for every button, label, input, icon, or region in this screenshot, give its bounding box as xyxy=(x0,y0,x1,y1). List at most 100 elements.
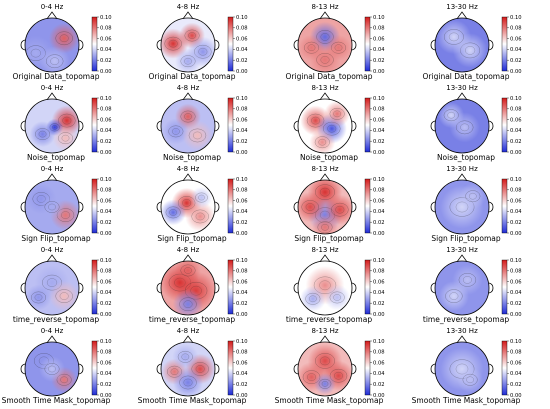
band-title: 0-4 Hz xyxy=(40,3,64,11)
topomap-head xyxy=(293,92,357,154)
contour-line xyxy=(301,200,319,214)
left-ear xyxy=(156,120,162,132)
colorbar-gradient xyxy=(501,259,508,315)
left-ear xyxy=(156,201,162,213)
contour-line xyxy=(60,376,68,384)
colorbar-tick-label: 0.08 xyxy=(510,26,522,32)
left-ear xyxy=(156,363,162,375)
colorbar-tick-label: 0.00 xyxy=(510,393,522,399)
band-title: 13-30 Hz xyxy=(446,165,478,173)
contour-line xyxy=(317,221,333,234)
colorbar-tick-label: 0.00 xyxy=(236,231,248,237)
contour-line xyxy=(447,111,455,119)
topomap-head xyxy=(293,173,357,235)
colorbar-tick-label: 0.02 xyxy=(510,139,522,145)
left-ear xyxy=(156,282,162,294)
topomap-panel: 13-30 Hz 0.00 0.02 0.04 0.06 0.08 0.10 Sign Fli… xyxy=(424,165,549,247)
topomap-blob xyxy=(309,129,336,153)
colorbar-tick-label: 0.04 xyxy=(236,209,248,215)
colorbar: 0.00 0.02 0.04 0.06 0.08 0.10 xyxy=(227,339,248,399)
right-ear xyxy=(78,39,84,51)
band-title: 0-4 Hz xyxy=(40,327,64,335)
colorbar-tick-label: 0.10 xyxy=(236,15,248,21)
contour-line xyxy=(333,110,341,118)
colorbar-tick-label: 0.04 xyxy=(236,371,248,377)
topomap-panel: 0-4 Hz 0.00 0.02 0.04 0.06 0.08 0.10 Sign Flip_… xyxy=(14,165,139,247)
topomap-panel: 13-30 Hz 0.00 0.02 0.04 0.06 0.08 0.10 time_rev… xyxy=(423,246,549,328)
colorbar-tick-label: 0.10 xyxy=(373,177,385,183)
topomap-head xyxy=(20,254,84,316)
contour-line xyxy=(443,109,459,122)
colorbar-tick-label: 0.06 xyxy=(510,198,522,204)
colorbar-tick-label: 0.04 xyxy=(373,209,385,215)
colorbar: 0.00 0.02 0.04 0.06 0.08 0.10 xyxy=(364,177,385,237)
nose-marker xyxy=(182,11,194,20)
colorbar-tick-label: 0.00 xyxy=(510,150,522,156)
contour-line xyxy=(198,194,205,201)
topomap-panel: 0-4 Hz 0.00 0.02 0.04 0.06 0.08 0.10 time_rever… xyxy=(13,246,139,328)
right-ear xyxy=(78,282,84,294)
topomap-head xyxy=(20,11,84,73)
colorbar-tick-label: 0.06 xyxy=(236,36,248,42)
colorbar-gradient xyxy=(91,97,98,153)
contour-line xyxy=(309,295,317,303)
contour-line xyxy=(188,32,196,39)
colorbar-tick-label: 0.00 xyxy=(100,231,112,237)
contour-line xyxy=(48,203,56,211)
row-caption: Noise_topomap xyxy=(162,153,222,162)
colorbar-tick-label: 0.08 xyxy=(373,26,385,32)
topomap-blob xyxy=(175,48,201,72)
colorbar-tick-label: 0.06 xyxy=(510,117,522,123)
colorbar-tick-label: 0.02 xyxy=(373,301,385,307)
contour-line xyxy=(58,132,73,144)
left-ear xyxy=(20,39,26,51)
nose-marker xyxy=(319,173,331,182)
colorbar-tick-label: 0.06 xyxy=(100,36,112,42)
contour-line xyxy=(179,297,197,311)
contour-line xyxy=(195,192,208,203)
band-title: 8-13 Hz xyxy=(311,327,339,335)
colorbar-tick-label: 0.10 xyxy=(236,258,248,264)
topomap-panel: 4-8 Hz 0.00 0.02 0.04 0.06 0.08 0.10 Sign Flip_… xyxy=(150,165,275,247)
left-ear xyxy=(293,39,299,51)
nose-marker xyxy=(319,254,331,263)
contour-line xyxy=(59,292,69,300)
head-outline xyxy=(434,341,490,397)
contour-line xyxy=(334,372,343,380)
contour-line xyxy=(462,276,472,284)
colorbar-tick-label: 0.04 xyxy=(510,209,522,215)
colorbar: 0.00 0.02 0.04 0.06 0.08 0.10 xyxy=(91,339,112,399)
right-ear xyxy=(78,363,84,375)
head-outline xyxy=(297,341,353,397)
colorbar-tick-label: 0.10 xyxy=(510,96,522,102)
colorbar-tick-label: 0.04 xyxy=(510,371,522,377)
topomap-blob xyxy=(324,100,351,127)
band-title: 4-8 Hz xyxy=(176,165,200,173)
topomap-blob xyxy=(185,201,215,232)
colorbar-tick-label: 0.08 xyxy=(373,350,385,356)
colorbar-tick-label: 0.02 xyxy=(100,382,112,388)
contour-line xyxy=(184,267,192,274)
colorbar-tick-label: 0.00 xyxy=(236,312,248,318)
colorbar-tick-label: 0.10 xyxy=(373,96,385,102)
left-ear xyxy=(293,120,299,132)
left-ear xyxy=(430,39,436,51)
row-caption: Smooth Time Mask_topomap xyxy=(411,396,521,405)
topomap-head xyxy=(430,335,494,397)
topomap-blob xyxy=(39,356,65,382)
row-caption: Original Data_topomap xyxy=(422,72,510,81)
right-ear xyxy=(351,201,357,213)
colorbar-tick-label: 0.08 xyxy=(100,350,112,356)
topomap-blob xyxy=(298,191,326,223)
colorbar-tick-label: 0.08 xyxy=(100,269,112,275)
colorbar-tick-label: 0.08 xyxy=(373,188,385,194)
colorbar-tick-label: 0.02 xyxy=(373,382,385,388)
topomap-blob xyxy=(309,44,341,72)
contour-line xyxy=(315,353,335,369)
contour-line xyxy=(458,273,477,287)
right-ear xyxy=(488,39,494,51)
nose-marker xyxy=(46,11,58,20)
topomap-panel: 13-30 Hz 0.00 0.02 0.04 0.06 0.08 0.10 Noise_to… xyxy=(424,84,549,166)
contour-line xyxy=(449,292,459,300)
colorbar-gradient xyxy=(91,340,98,396)
